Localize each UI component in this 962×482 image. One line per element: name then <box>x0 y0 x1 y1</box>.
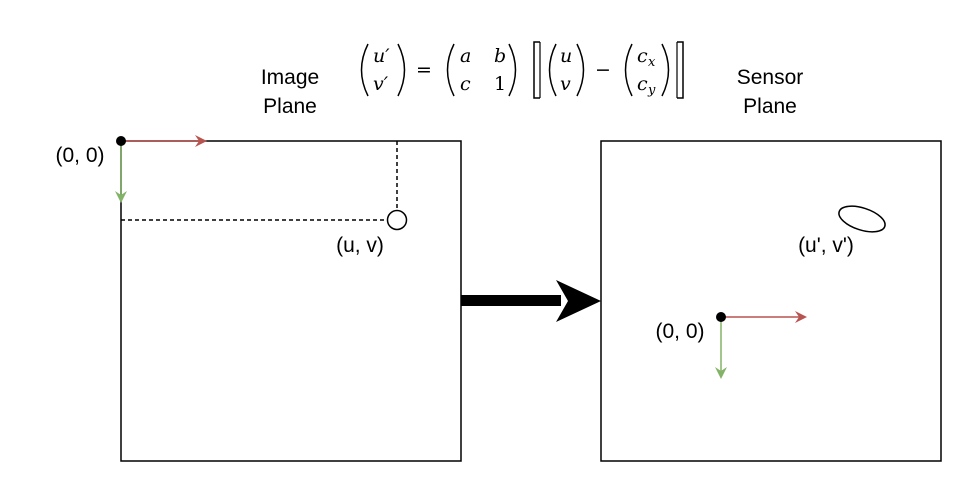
uv-paren-left <box>548 43 557 97</box>
matrix-c: c <box>460 73 471 95</box>
transform-equation: u′ v′ = a b c 1 u v − c x c y <box>360 41 684 99</box>
minus-sign: − <box>595 59 611 81</box>
sensor-point-marker <box>838 205 886 233</box>
paren-left <box>360 43 369 97</box>
cx-subscript: x <box>648 55 656 70</box>
matrix-paren-right <box>508 43 517 97</box>
image-origin-label: (0, 0) <box>55 144 104 167</box>
image-point-label: (u, v) <box>336 234 384 257</box>
sensor-plane-title-line2: Plane <box>743 95 797 118</box>
lhs-top: u′ <box>373 45 390 67</box>
sensor-point-label: (u', v') <box>798 234 854 257</box>
sensor-plane-box <box>600 140 942 462</box>
c-paren-right <box>661 43 670 97</box>
image-origin-dot <box>116 136 126 146</box>
image-plane-box <box>120 140 462 462</box>
matrix-b: b <box>494 45 506 67</box>
matrix-a: a <box>460 45 471 67</box>
transition-arrow <box>461 280 601 322</box>
lhs-bottom: v′ <box>373 73 389 95</box>
matrix-one: 1 <box>494 73 506 95</box>
uv-bottom: v <box>560 73 571 95</box>
image-point-marker <box>386 209 408 231</box>
sensor-plane-title-line1: Sensor <box>737 66 804 89</box>
sensor-origin-label: (0, 0) <box>655 320 704 343</box>
image-plane-title-line2: Plane <box>263 95 317 118</box>
cx-letter: c <box>637 45 648 67</box>
sensor-origin-dot <box>716 312 726 322</box>
bracket-right <box>677 41 684 99</box>
uv-paren-right <box>576 43 585 97</box>
bracket-left <box>533 41 540 99</box>
cy-letter: c <box>637 73 648 95</box>
paren-right <box>397 43 406 97</box>
cy-subscript: y <box>647 83 656 98</box>
c-paren-left <box>624 43 633 97</box>
matrix-paren-left <box>446 43 455 97</box>
equals-sign: = <box>416 59 432 81</box>
image-plane-title-line1: Image <box>261 66 319 89</box>
uv-top: u <box>560 45 572 67</box>
